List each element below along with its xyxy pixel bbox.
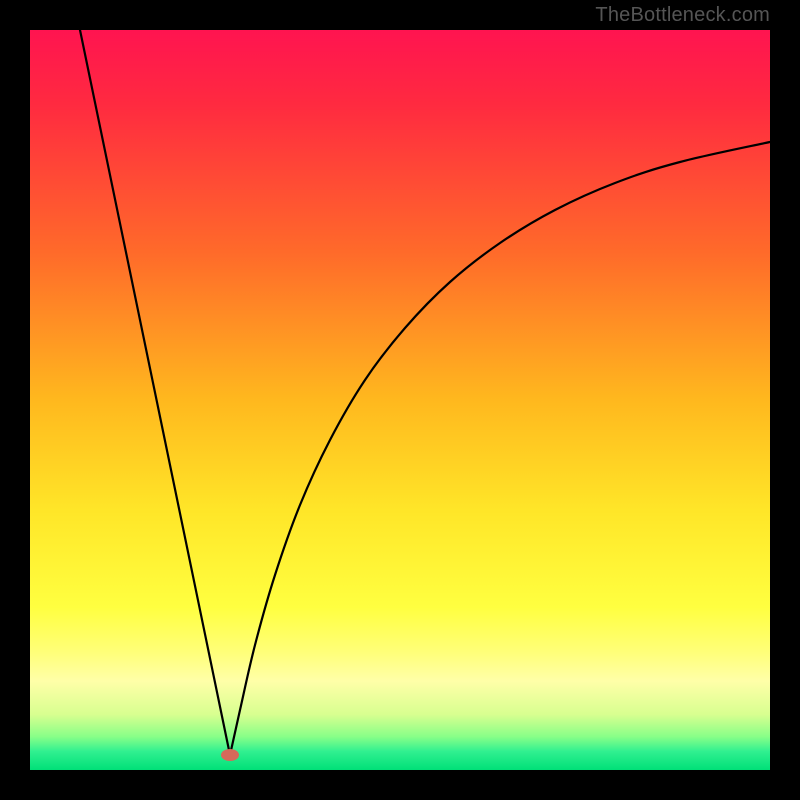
watermark-text: TheBottleneck.com (595, 4, 770, 27)
plot-area (30, 30, 770, 770)
chart-frame: TheBottleneck.com (0, 0, 800, 800)
bottleneck-chart-svg (30, 30, 770, 770)
minimum-marker (221, 749, 239, 761)
gradient-background (30, 30, 770, 770)
